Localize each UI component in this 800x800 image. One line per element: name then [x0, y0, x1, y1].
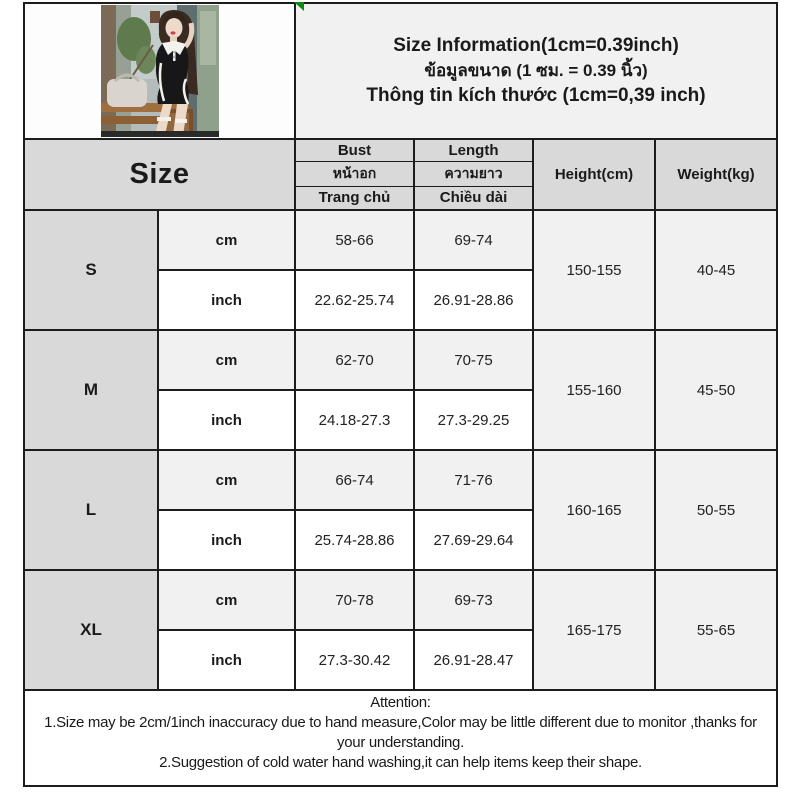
- product-photo: [100, 5, 219, 137]
- height-m: 155-160: [532, 329, 656, 451]
- attention-note: Attention: 1.Size may be 2cm/1inch inacc…: [23, 689, 778, 787]
- size-label-xl: XL: [23, 569, 159, 691]
- size-label-l: L: [23, 449, 159, 571]
- title-english: Size Information(1cm=0.39inch): [393, 35, 679, 56]
- size-label-m: M: [23, 329, 159, 451]
- bust-header-th: หน้าอก: [294, 160, 415, 187]
- length-cm-l: 71-76: [413, 449, 534, 511]
- height-xl: 165-175: [532, 569, 656, 691]
- length-inch-xl: 26.91-28.47: [413, 629, 534, 691]
- attention-line-1: 1.Size may be 2cm/1inch inaccuracy due t…: [44, 714, 757, 751]
- length-cm-xl: 69-73: [413, 569, 534, 631]
- height-column-header: Height(cm): [532, 138, 656, 211]
- size-chart-table: Size Information(1cm=0.39inch) ข้อมูลขนา…: [23, 2, 778, 787]
- length-header-th: ความยาว: [413, 160, 534, 187]
- length-inch-s: 26.91-28.86: [413, 269, 534, 331]
- bust-header-vi: Trang chủ: [294, 185, 415, 211]
- bust-cm-l: 66-74: [294, 449, 415, 511]
- attention-title: Attention:: [370, 694, 431, 711]
- weight-xl: 55-65: [654, 569, 778, 691]
- length-header-en: Length: [413, 138, 534, 162]
- height-s: 150-155: [532, 209, 656, 331]
- weight-m: 45-50: [654, 329, 778, 451]
- length-cm-s: 69-74: [413, 209, 534, 271]
- unit-cm-m: cm: [157, 329, 296, 391]
- unit-cm-s: cm: [157, 209, 296, 271]
- unit-cm-l: cm: [157, 449, 296, 511]
- height-l: 160-165: [532, 449, 656, 571]
- weight-column-header: Weight(kg): [654, 138, 778, 211]
- bust-inch-xl: 27.3-30.42: [294, 629, 415, 691]
- bust-cm-m: 62-70: [294, 329, 415, 391]
- product-photo-cell: [23, 2, 296, 140]
- length-cm-m: 70-75: [413, 329, 534, 391]
- weight-l: 50-55: [654, 449, 778, 571]
- attention-line-2: 2.Suggestion of cold water hand washing,…: [159, 754, 642, 771]
- green-corner-flag-icon: [294, 2, 304, 11]
- size-label-s: S: [23, 209, 159, 331]
- title-thai: ข้อมูลขนาด (1 ซม. = 0.39 นิ้ว): [424, 61, 648, 80]
- bust-cm-s: 58-66: [294, 209, 415, 271]
- unit-cm-xl: cm: [157, 569, 296, 631]
- bust-inch-l: 25.74-28.86: [294, 509, 415, 571]
- title-vietnamese: Thông tin kích thước (1cm=0,39 inch): [366, 85, 706, 106]
- bust-cm-xl: 70-78: [294, 569, 415, 631]
- bust-header-en: Bust: [294, 138, 415, 162]
- unit-inch-xl: inch: [157, 629, 296, 691]
- length-inch-l: 27.69-29.64: [413, 509, 534, 571]
- length-header-vi: Chiều dài: [413, 185, 534, 211]
- size-column-header: Size: [23, 138, 296, 211]
- size-info-title-cell: Size Information(1cm=0.39inch) ข้อมูลขนา…: [294, 2, 778, 140]
- bust-inch-s: 22.62-25.74: [294, 269, 415, 331]
- weight-s: 40-45: [654, 209, 778, 331]
- unit-inch-l: inch: [157, 509, 296, 571]
- length-inch-m: 27.3-29.25: [413, 389, 534, 451]
- unit-inch-s: inch: [157, 269, 296, 331]
- bust-inch-m: 24.18-27.3: [294, 389, 415, 451]
- unit-inch-m: inch: [157, 389, 296, 451]
